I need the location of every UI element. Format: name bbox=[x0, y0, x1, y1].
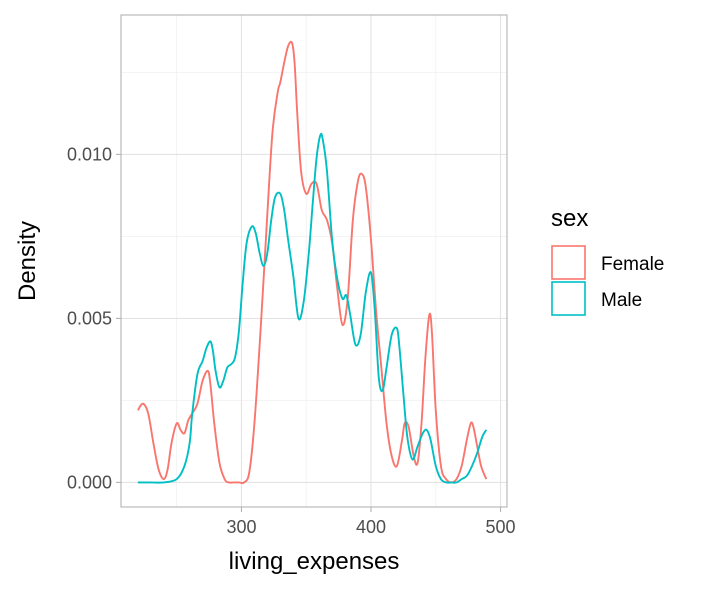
legend-title: sex bbox=[551, 205, 588, 232]
legend-label-female: Female bbox=[601, 254, 664, 275]
y-tick-label: 0.010 bbox=[67, 144, 112, 164]
density-line-female bbox=[137, 40, 488, 485]
x-tick-label: 400 bbox=[356, 517, 386, 537]
x-axis-ticks: 300 400 500 bbox=[226, 507, 516, 537]
legend-key-female bbox=[551, 245, 586, 280]
major-gridlines bbox=[121, 15, 507, 507]
legend-entries: Female Male bbox=[551, 245, 664, 316]
y-tick-label: 0.000 bbox=[67, 472, 112, 492]
x-tick-label: 300 bbox=[226, 517, 256, 537]
y-tick-label: 0.005 bbox=[67, 308, 112, 328]
panel-border bbox=[120, 14, 508, 508]
legend-key-male bbox=[551, 281, 586, 316]
density-line-male bbox=[137, 132, 488, 484]
minor-gridlines bbox=[121, 15, 507, 507]
density-lines bbox=[137, 40, 488, 485]
y-axis-title: Density bbox=[14, 221, 41, 301]
legend: sex Female Male bbox=[551, 205, 664, 316]
x-tick-label: 500 bbox=[486, 517, 516, 537]
legend-label-male: Male bbox=[601, 290, 642, 311]
y-axis-ticks: 0.000 0.005 0.010 bbox=[67, 144, 121, 492]
x-axis-title: living_expenses bbox=[229, 548, 400, 575]
